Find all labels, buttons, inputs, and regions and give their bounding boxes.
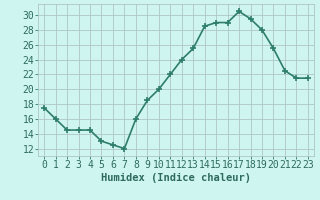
X-axis label: Humidex (Indice chaleur): Humidex (Indice chaleur) bbox=[101, 173, 251, 183]
